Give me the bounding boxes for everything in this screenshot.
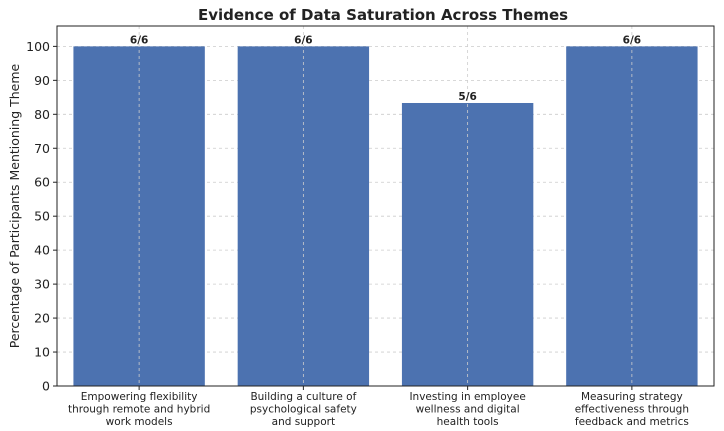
- x-tick-label: Empowering flexibility through remote and…: [68, 391, 210, 428]
- axes: [56, 25, 715, 387]
- vertical-grid-lines: [138, 26, 633, 386]
- bar: [237, 46, 370, 387]
- y-axis-label: Percentage of Participants Mentioning Th…: [7, 63, 22, 348]
- data-labels: 6/6 6/6 5/6 6/6: [130, 34, 641, 103]
- x-tick-label: Measuring strategy effectiveness through f…: [575, 391, 689, 428]
- y-tick-label: 30: [34, 277, 50, 292]
- y-tick-label: 80: [34, 107, 50, 122]
- y-tick-label: 10: [34, 345, 50, 360]
- y-tick-label: 0: [42, 379, 50, 394]
- x-axis-ticks: Empowering flexibility through remote and…: [68, 386, 689, 428]
- y-tick-label: 20: [34, 311, 50, 326]
- bar-value-label: 6/6: [623, 34, 641, 46]
- y-tick-label: 90: [34, 73, 50, 88]
- bar: [566, 46, 698, 387]
- x-tick-label: Investing in employee wellness and digita…: [409, 391, 525, 428]
- bar-value-label: 6/6: [130, 34, 148, 46]
- chart-title: Evidence of Data Saturation Across Theme…: [198, 6, 568, 24]
- y-tick-label: 70: [34, 141, 50, 156]
- bar-value-label: 5/6: [458, 91, 476, 103]
- bar-value-label: 6/6: [294, 34, 312, 46]
- bar: [73, 46, 205, 387]
- y-tick-label: 40: [34, 243, 50, 258]
- bars: [73, 46, 698, 387]
- plot-frame: [56, 25, 715, 387]
- y-tick-label: 60: [34, 175, 50, 190]
- x-tick-label: Building a culture of psychological safet…: [250, 391, 357, 428]
- y-tick-label: 100: [26, 39, 50, 54]
- y-axis-ticks: 0 10 20 30 40 50 60 70 80 90 100: [26, 39, 57, 394]
- y-tick-label: 50: [34, 209, 50, 224]
